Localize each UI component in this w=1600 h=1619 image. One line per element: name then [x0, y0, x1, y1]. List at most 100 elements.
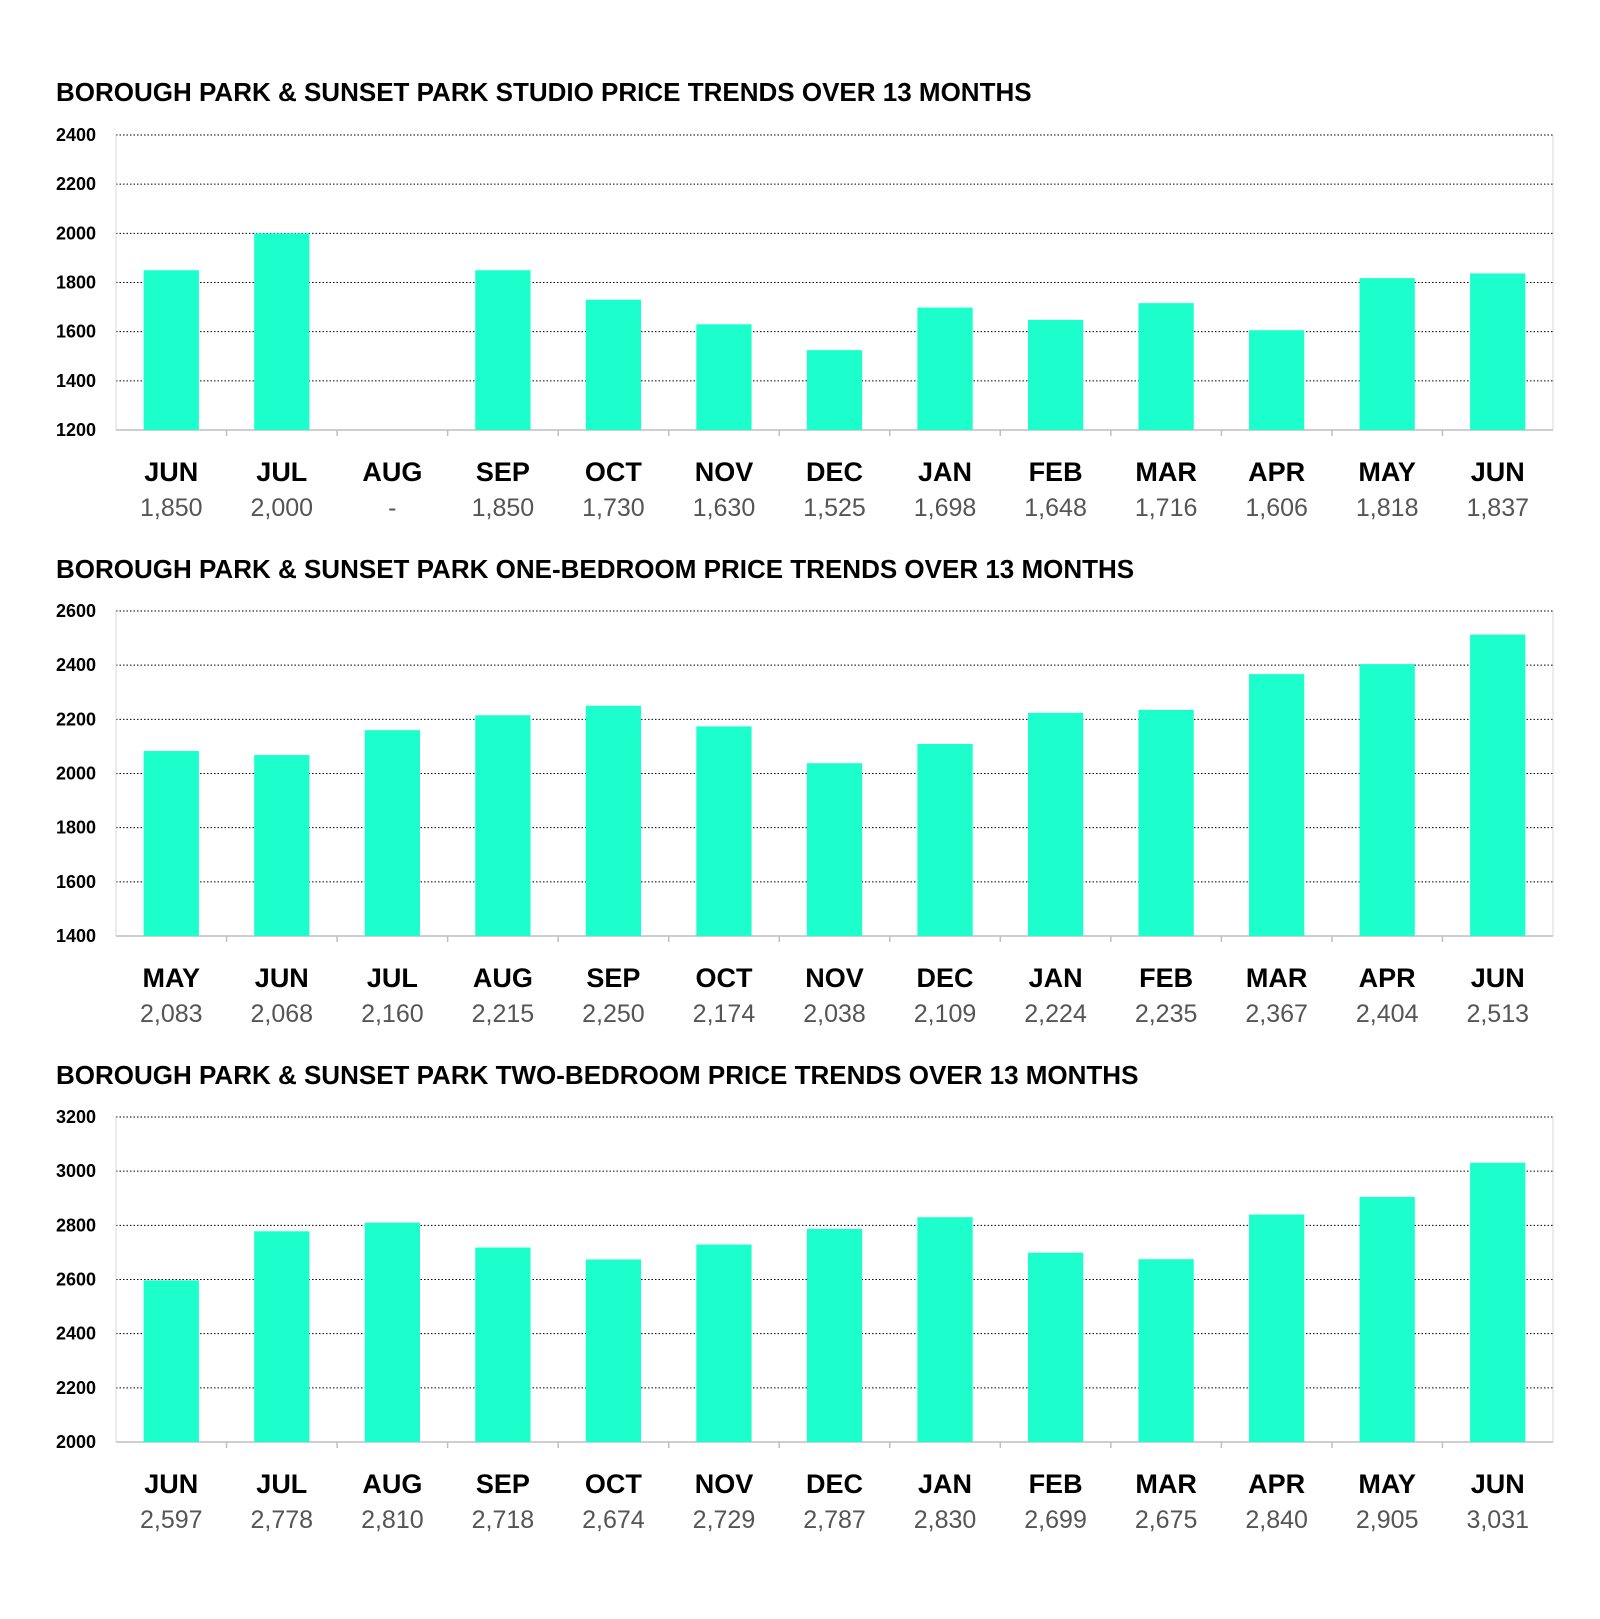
y-tick-label: 2400	[56, 1324, 96, 1344]
value-label: 1,730	[582, 494, 645, 522]
category-label: SEP	[586, 963, 640, 993]
y-tick-label: 2400	[56, 655, 96, 675]
category-label: AUG	[362, 457, 422, 487]
category-label: MAR	[1135, 1469, 1197, 1499]
bar	[1138, 709, 1194, 936]
bar	[1249, 330, 1305, 430]
y-tick-label: 1800	[56, 273, 96, 293]
value-label: 2,729	[693, 1506, 756, 1534]
bar	[1359, 278, 1415, 430]
bar	[696, 1244, 752, 1442]
y-tick-label: 2200	[56, 174, 96, 194]
category-label: NOV	[805, 963, 864, 993]
bar	[806, 350, 863, 430]
category-label: MAR	[1246, 963, 1308, 993]
category-label: JUL	[367, 963, 418, 993]
value-label: 2,250	[582, 1000, 645, 1028]
category-label: MAY	[1358, 457, 1416, 487]
category-label: JUN	[144, 457, 198, 487]
value-label: 2,830	[914, 1506, 977, 1534]
category-label: DEC	[806, 457, 863, 487]
value-label: 2,215	[472, 1000, 535, 1028]
category-label: NOV	[695, 457, 754, 487]
y-tick-label: 2000	[56, 764, 96, 784]
category-label: MAY	[143, 963, 201, 993]
y-tick-label: 3200	[56, 1107, 96, 1127]
chart-title: BOROUGH PARK & SUNSET PARK STUDIO PRICE …	[56, 77, 1032, 107]
value-label: 2,810	[361, 1506, 424, 1534]
value-label: 1,818	[1356, 494, 1419, 522]
value-label: 2,367	[1245, 1000, 1308, 1028]
bar	[1470, 1162, 1526, 1442]
bar	[1359, 664, 1415, 936]
bar	[1470, 634, 1526, 936]
value-label: 2,109	[914, 1000, 977, 1028]
value-label: -	[388, 494, 396, 522]
bar	[1249, 1214, 1305, 1442]
value-label: 2,675	[1135, 1506, 1198, 1534]
category-label: AUG	[473, 963, 533, 993]
value-label: 2,840	[1245, 1506, 1308, 1534]
bar	[1138, 303, 1194, 430]
category-label: NOV	[695, 1469, 754, 1499]
y-tick-label: 2000	[56, 1432, 96, 1452]
value-label: 2,160	[361, 1000, 424, 1028]
chart-3: BOROUGH PARK & SUNSET PARK TWO-BEDROOM P…	[56, 1060, 1554, 1534]
category-label: JUN	[1471, 457, 1525, 487]
category-label: AUG	[362, 1469, 422, 1499]
category-label: FEB	[1029, 1469, 1083, 1499]
y-tick-label: 1400	[56, 926, 96, 946]
category-label: APR	[1248, 1469, 1305, 1499]
value-label: 2,068	[251, 1000, 314, 1028]
category-label: FEB	[1139, 963, 1193, 993]
value-label: 1,698	[914, 494, 977, 522]
value-label: 1,850	[472, 494, 535, 522]
category-label: OCT	[695, 963, 753, 993]
bar	[143, 751, 199, 936]
category-label: OCT	[585, 1469, 643, 1499]
value-label: 1,525	[803, 494, 866, 522]
bar	[806, 763, 863, 936]
value-label: 2,404	[1356, 1000, 1419, 1028]
bar	[1359, 1196, 1415, 1442]
value-label: 2,083	[140, 1000, 203, 1028]
bar	[1027, 712, 1084, 936]
value-label: 2,905	[1356, 1506, 1419, 1534]
value-label: 2,235	[1135, 1000, 1198, 1028]
bar	[475, 1247, 531, 1442]
bar	[585, 705, 642, 936]
chart-title: BOROUGH PARK & SUNSET PARK ONE-BEDROOM P…	[56, 554, 1134, 584]
y-tick-label: 2200	[56, 709, 96, 729]
value-label: 2,597	[140, 1506, 203, 1534]
bar	[585, 1259, 642, 1442]
chart-2: BOROUGH PARK & SUNSET PARK ONE-BEDROOM P…	[56, 554, 1554, 1028]
bar	[917, 1217, 973, 1442]
value-label: 2,778	[251, 1506, 314, 1534]
value-label: 1,648	[1024, 494, 1087, 522]
bar	[1470, 273, 1526, 430]
bar	[364, 1222, 420, 1442]
category-label: OCT	[585, 457, 643, 487]
category-label: DEC	[806, 1469, 863, 1499]
bar	[696, 726, 752, 936]
category-label: JAN	[918, 1469, 972, 1499]
category-label: JUN	[1471, 963, 1525, 993]
value-label: 3,031	[1466, 1506, 1529, 1534]
bar	[364, 730, 420, 936]
y-tick-label: 2600	[56, 601, 96, 621]
y-tick-label: 1400	[56, 371, 96, 391]
value-label: 2,174	[693, 1000, 756, 1028]
bar	[696, 324, 752, 430]
category-label: MAY	[1358, 1469, 1416, 1499]
y-tick-label: 1200	[56, 420, 96, 440]
category-label: JUN	[255, 963, 309, 993]
y-tick-label: 1600	[56, 872, 96, 892]
bar	[1027, 319, 1084, 430]
value-label: 2,718	[472, 1506, 535, 1534]
chart-title: BOROUGH PARK & SUNSET PARK TWO-BEDROOM P…	[56, 1060, 1138, 1090]
y-tick-label: 2800	[56, 1215, 96, 1235]
category-label: SEP	[476, 1469, 530, 1499]
category-label: JUN	[144, 1469, 198, 1499]
bar	[917, 743, 973, 936]
y-tick-label: 1600	[56, 322, 96, 342]
